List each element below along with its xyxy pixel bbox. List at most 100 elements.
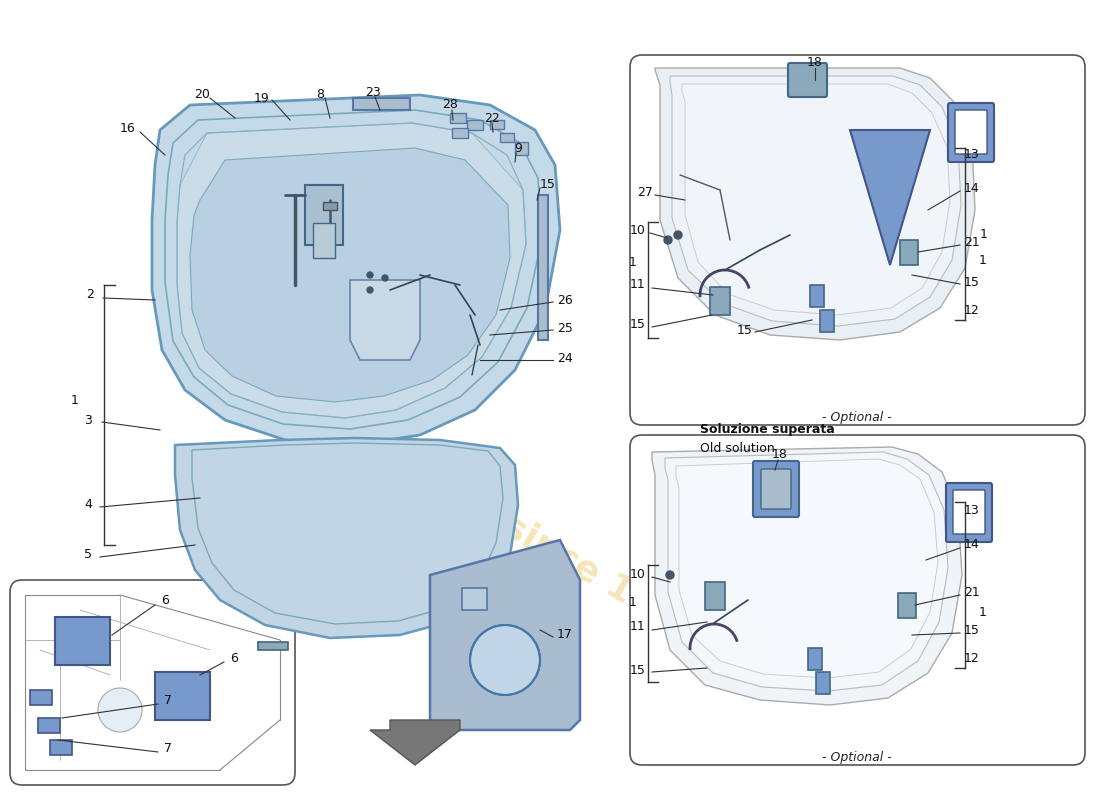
Text: 10: 10: [630, 569, 646, 582]
Polygon shape: [152, 95, 560, 445]
Text: 25: 25: [557, 322, 573, 334]
Bar: [258, 642, 288, 650]
Bar: [500, 133, 514, 142]
Text: - Optional -: - Optional -: [822, 411, 892, 425]
Bar: [816, 672, 831, 694]
Text: 18: 18: [772, 449, 788, 462]
Text: 15: 15: [630, 663, 646, 677]
Polygon shape: [177, 123, 526, 418]
Text: 8: 8: [316, 89, 324, 102]
Text: 17: 17: [557, 629, 573, 642]
Bar: [468, 120, 483, 130]
FancyBboxPatch shape: [788, 63, 827, 97]
Text: 1: 1: [980, 229, 988, 242]
Text: 6: 6: [230, 651, 238, 665]
Text: 7: 7: [164, 694, 172, 706]
Text: 27: 27: [637, 186, 653, 198]
Text: 9: 9: [514, 142, 521, 154]
Text: Soluzione superata: Soluzione superata: [700, 423, 835, 437]
Text: 13: 13: [964, 503, 980, 517]
Bar: [323, 202, 337, 210]
Text: 16: 16: [120, 122, 136, 134]
Text: 22: 22: [484, 111, 499, 125]
Bar: [710, 287, 730, 315]
Text: 6: 6: [161, 594, 169, 606]
Bar: [705, 582, 725, 610]
Text: 14: 14: [964, 538, 980, 551]
Bar: [898, 593, 916, 618]
Text: 12: 12: [964, 651, 980, 665]
Polygon shape: [370, 720, 460, 765]
Text: 1: 1: [979, 254, 987, 266]
Bar: [515, 142, 528, 155]
Bar: [55, 617, 110, 665]
Bar: [462, 588, 487, 610]
Text: 23: 23: [365, 86, 381, 99]
FancyBboxPatch shape: [953, 490, 984, 534]
Text: 10: 10: [630, 223, 646, 237]
Bar: [450, 113, 466, 123]
Bar: [452, 128, 468, 138]
Text: 11: 11: [630, 621, 646, 634]
FancyBboxPatch shape: [754, 461, 799, 517]
Polygon shape: [666, 452, 948, 691]
Bar: [490, 120, 504, 129]
Text: Old solution: Old solution: [700, 442, 774, 454]
Text: 18: 18: [807, 57, 823, 70]
Text: 1: 1: [979, 606, 987, 618]
Text: 24: 24: [557, 351, 573, 365]
Text: 19: 19: [254, 91, 270, 105]
Bar: [808, 648, 822, 670]
Text: - Optional -: - Optional -: [822, 751, 892, 765]
Circle shape: [664, 236, 672, 244]
Polygon shape: [430, 540, 580, 730]
Bar: [305, 185, 343, 245]
Bar: [900, 240, 918, 265]
Text: 15: 15: [964, 275, 980, 289]
Bar: [155, 672, 210, 720]
Text: 15: 15: [540, 178, 556, 191]
Circle shape: [98, 688, 142, 732]
Polygon shape: [682, 84, 950, 315]
Bar: [314, 223, 336, 258]
Circle shape: [367, 272, 373, 278]
Text: 7: 7: [164, 742, 172, 754]
Polygon shape: [654, 68, 975, 340]
Text: 26: 26: [557, 294, 573, 306]
Text: 1: 1: [629, 257, 637, 270]
Polygon shape: [190, 148, 510, 402]
FancyBboxPatch shape: [630, 55, 1085, 425]
Bar: [50, 740, 72, 755]
Bar: [810, 285, 824, 307]
Bar: [30, 690, 52, 705]
Text: 14: 14: [964, 182, 980, 194]
Text: 11: 11: [630, 278, 646, 291]
FancyBboxPatch shape: [955, 110, 987, 154]
Polygon shape: [850, 130, 930, 265]
FancyBboxPatch shape: [630, 435, 1085, 765]
Text: 28: 28: [442, 98, 458, 111]
Circle shape: [470, 625, 540, 695]
Polygon shape: [175, 438, 518, 638]
FancyBboxPatch shape: [946, 483, 992, 542]
Bar: [39, 718, 60, 733]
Circle shape: [382, 275, 388, 281]
Text: 13: 13: [964, 149, 980, 162]
FancyBboxPatch shape: [761, 469, 791, 509]
FancyBboxPatch shape: [948, 103, 994, 162]
Text: 15: 15: [737, 323, 752, 337]
Text: 1: 1: [72, 394, 79, 406]
Polygon shape: [350, 280, 420, 360]
Text: 5: 5: [84, 549, 92, 562]
Circle shape: [674, 231, 682, 239]
Text: 1: 1: [629, 597, 637, 610]
Text: 21: 21: [964, 586, 980, 599]
Text: 15: 15: [630, 318, 646, 331]
Bar: [820, 310, 834, 332]
FancyBboxPatch shape: [10, 580, 295, 785]
Circle shape: [367, 287, 373, 293]
Text: 2: 2: [86, 289, 94, 302]
Polygon shape: [670, 76, 961, 326]
Text: 15: 15: [964, 623, 980, 637]
Polygon shape: [353, 98, 410, 110]
